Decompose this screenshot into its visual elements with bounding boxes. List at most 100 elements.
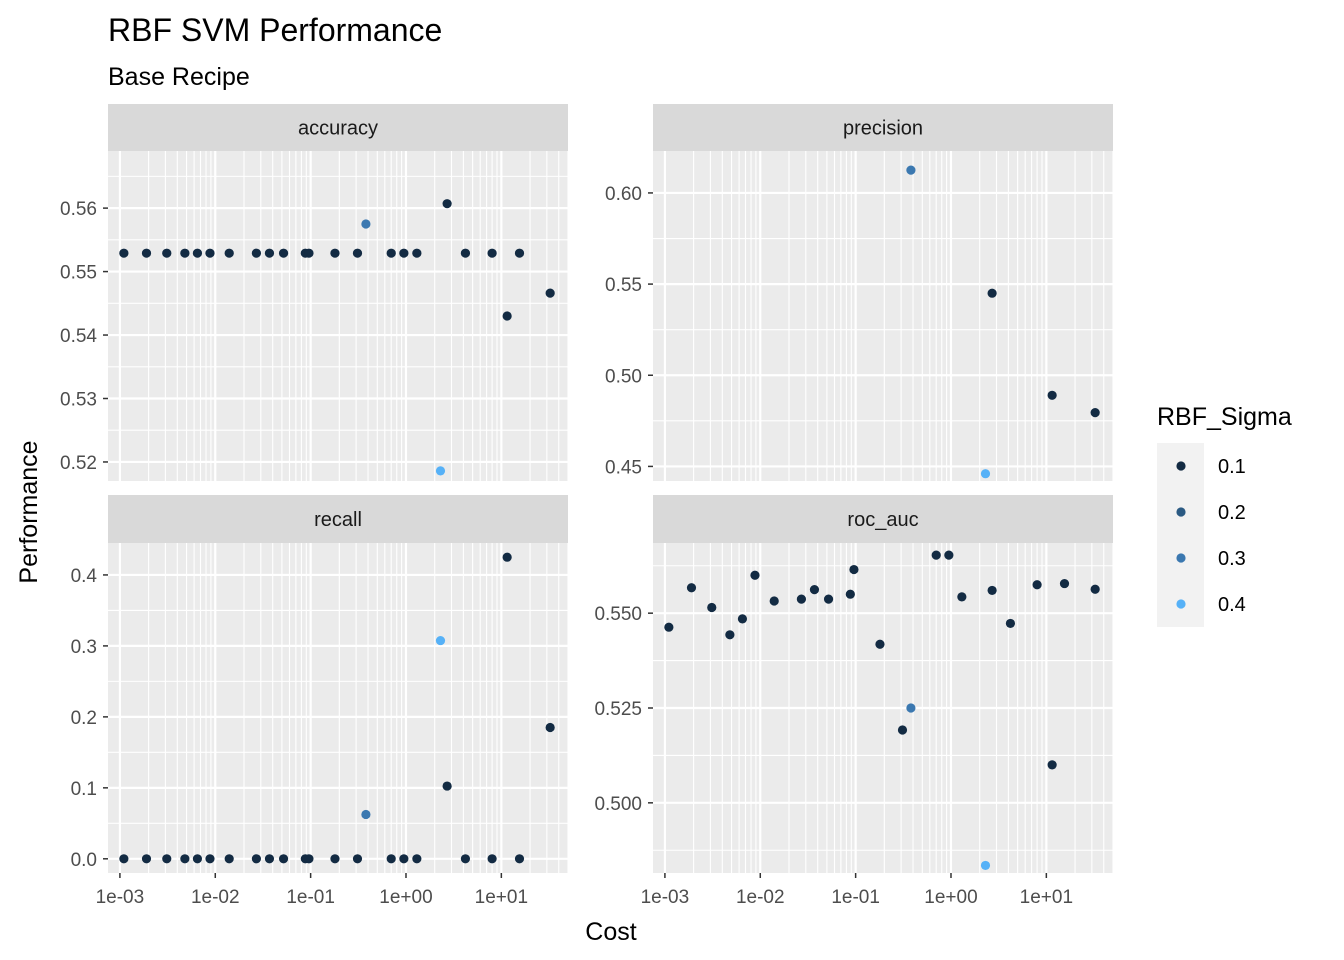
facet-strip-label: accuracy (298, 118, 378, 140)
data-point (386, 248, 396, 258)
data-point (442, 199, 452, 209)
y-tick-label: 0.1 (71, 779, 97, 800)
y-tick-label: 0.50 (605, 366, 642, 387)
data-point (205, 854, 215, 864)
facet-strip (653, 495, 1113, 543)
y-axis-title: Performance (15, 440, 43, 583)
data-point (141, 248, 152, 258)
legend-title: RBF_Sigma (1157, 403, 1292, 431)
data-point (205, 248, 215, 258)
data-point (162, 854, 172, 864)
data-point (251, 248, 262, 258)
y-tick-label: 0.525 (594, 699, 642, 720)
x-tick-label: 1e-03 (96, 887, 145, 908)
panel-recall: recall 0.0 0.1 0.2 0.3 0.4 1e-03 1e-02 1e-01 1e+0… (71, 495, 569, 908)
data-point (251, 854, 262, 864)
data-point (304, 854, 314, 864)
data-point (849, 564, 859, 575)
legend: RBF_Sigma 0.1 0.2 0.3 0.4 (1157, 403, 1292, 627)
panel-precision: precision 0.45 0.50 0.55 0.60 (605, 104, 1114, 481)
legend-key-0.4 (1176, 599, 1186, 609)
data-point (987, 288, 997, 298)
y-tick-label: 0.54 (60, 326, 97, 347)
data-point (399, 854, 409, 864)
y-tick-label: 0.550 (594, 604, 642, 625)
data-point (412, 854, 422, 864)
data-point (361, 809, 371, 820)
y-tick-label: 0.4 (71, 566, 98, 587)
data-point (224, 248, 234, 258)
y-tick-label: 0.60 (605, 184, 642, 205)
x-tick-label: 1e+01 (1020, 887, 1073, 908)
y-tick-label: 0.53 (60, 390, 97, 411)
data-point (1090, 584, 1100, 594)
x-tick-label: 1e+00 (379, 887, 432, 908)
data-point (1047, 760, 1057, 770)
data-point (1047, 390, 1057, 400)
facet-strip-label: recall (314, 509, 362, 531)
data-point (725, 630, 735, 640)
facet-strip (108, 104, 568, 151)
data-point (264, 248, 275, 258)
data-point (737, 614, 748, 624)
data-point (352, 854, 363, 864)
facet-strip (653, 104, 1113, 151)
data-point (987, 585, 997, 596)
y-tick-label: 0.55 (60, 263, 97, 284)
x-tick-label: 1e-03 (641, 887, 690, 908)
data-point (502, 311, 512, 321)
data-point (435, 466, 446, 476)
major-gridlines (653, 151, 1113, 481)
data-point (1090, 408, 1100, 418)
data-point (931, 550, 941, 560)
legend-label: 0.3 (1218, 548, 1246, 570)
data-point (278, 854, 289, 864)
legend-label: 0.1 (1218, 456, 1246, 478)
minor-gridlines (108, 151, 569, 481)
y-tick-label: 0.3 (71, 637, 97, 658)
panel-accuracy: accuracy 0.52 0.53 0.54 0.55 0.56 (60, 104, 569, 481)
x-tick-label: 1e+00 (924, 887, 977, 908)
data-point (119, 248, 129, 258)
y-tick-label: 0.2 (71, 708, 97, 729)
data-point (119, 854, 129, 864)
data-point (514, 248, 525, 258)
data-points (119, 199, 555, 476)
data-point (906, 703, 916, 713)
data-point (192, 248, 203, 258)
data-point (845, 589, 855, 599)
data-point (875, 639, 885, 649)
data-point (264, 854, 275, 864)
data-point (487, 854, 497, 864)
chart-title: RBF SVM Performance (108, 12, 442, 48)
minor-gridlines (108, 543, 569, 873)
legend-key-0.2 (1176, 507, 1186, 517)
data-point (330, 854, 340, 864)
data-point (1005, 618, 1016, 629)
data-point (442, 781, 452, 791)
major-gridlines (108, 151, 568, 481)
data-points (906, 165, 1100, 479)
legend-key-0.1 (1176, 461, 1186, 471)
data-point (460, 248, 471, 258)
data-points (664, 550, 1100, 871)
data-point (141, 854, 152, 864)
chart-subtitle: Base Recipe (108, 63, 250, 91)
data-point (386, 854, 396, 864)
legend-key-0.3 (1176, 553, 1186, 563)
legend-label: 0.2 (1218, 502, 1246, 524)
data-point (460, 854, 471, 864)
data-point (180, 854, 190, 864)
data-point (707, 602, 717, 613)
data-point (545, 722, 555, 733)
facet-strip (108, 495, 568, 543)
data-point (162, 248, 172, 258)
y-tick-label: 0.0 (71, 850, 97, 871)
facet-panels: accuracy 0.52 0.53 0.54 0.55 0.56 precision 0.4… (60, 104, 1114, 908)
legend-label: 0.4 (1218, 594, 1246, 616)
data-point (796, 594, 807, 604)
minor-gridlines (653, 151, 1114, 481)
major-gridlines (653, 543, 1113, 873)
data-point (897, 725, 908, 735)
